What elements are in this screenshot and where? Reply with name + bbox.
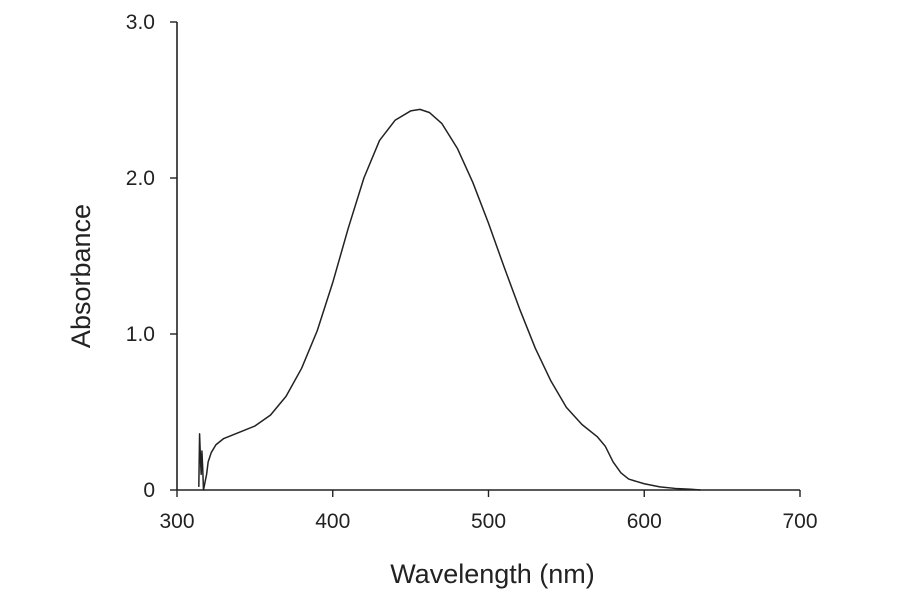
y-ticks: 0 1.0 2.0 3.0 — [126, 11, 177, 502]
y-tick-label: 2.0 — [126, 167, 155, 190]
x-axis-title: Wavelength (nm) — [390, 559, 595, 589]
x-tick-label: 400 — [315, 510, 350, 533]
x-tick-label: 700 — [782, 510, 817, 533]
x-ticks: 300 400 500 600 700 — [159, 490, 818, 533]
y-tick-label: 0 — [143, 479, 155, 502]
axes — [176, 22, 800, 491]
x-tick-label: 600 — [627, 510, 662, 533]
y-axis-title: Absorbance — [66, 204, 96, 348]
plot-area — [198, 108, 701, 491]
y-tick-label: 3.0 — [126, 11, 155, 34]
x-tick-label: 500 — [471, 510, 506, 533]
y-tick-label: 1.0 — [126, 323, 155, 346]
absorbance-series-line — [198, 108, 701, 491]
x-tick-label: 300 — [159, 510, 194, 533]
